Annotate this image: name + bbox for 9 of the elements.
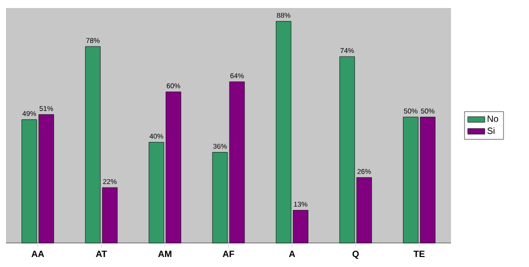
- x-tick-label: A: [289, 250, 296, 257]
- x-tick-label: Q: [352, 250, 359, 259]
- legend-label: Si: [487, 127, 494, 134]
- x-tick-label: AF: [222, 250, 234, 257]
- legend-label: No: [488, 116, 498, 122]
- x-tick-label: TE: [414, 250, 425, 257]
- x-tick-label: AT: [96, 250, 107, 257]
- x-tick-label: AM: [158, 250, 172, 257]
- x-tick-label: AA: [32, 250, 44, 257]
